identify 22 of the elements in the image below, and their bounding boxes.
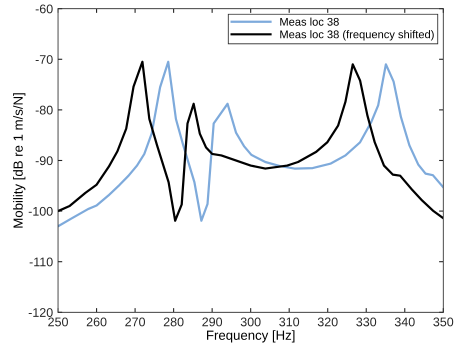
y-axis-title: Mobility [dB re 1 m/s/N]	[13, 93, 26, 228]
x-tick-label: 340	[394, 317, 415, 326]
x-tick-label: 250	[48, 317, 68, 326]
legend-label: Meas loc 38 (frequency shifted)	[280, 30, 434, 40]
x-tick-label: 260	[86, 317, 107, 326]
x-tick-label: 300	[240, 317, 261, 326]
y-tick-label: -120	[28, 308, 53, 317]
y-tick-label: -100	[28, 206, 53, 216]
y-tick-label: -110	[30, 257, 53, 266]
y-tick-label: -80	[36, 106, 53, 115]
x-tick-label: 320	[318, 317, 338, 326]
x-axis-title: Frequency [Hz]	[207, 330, 294, 342]
x-tick-label: 310	[279, 317, 300, 326]
x-tick-label: 270	[125, 317, 146, 326]
y-tick-label: -60	[36, 4, 53, 14]
x-tick-label: 290	[202, 317, 222, 326]
x-tick-label: 280	[164, 317, 184, 326]
x-tick-label: 350	[433, 317, 454, 326]
x-tick-label: 330	[356, 317, 376, 326]
y-tick-label: -90	[36, 156, 53, 166]
legend-label: Meas loc 38	[280, 18, 339, 26]
y-tick-label: -70	[36, 55, 53, 64]
